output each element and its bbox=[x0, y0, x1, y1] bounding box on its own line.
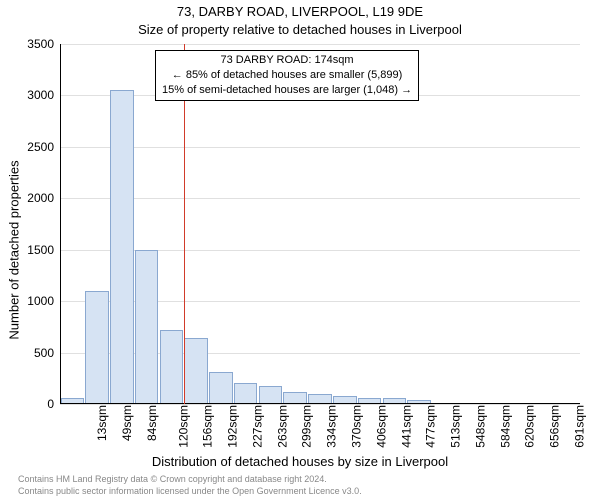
y-tick-label: 3000 bbox=[14, 88, 54, 102]
x-tick-label: 49sqm bbox=[120, 405, 134, 441]
y-tick-label: 0 bbox=[14, 397, 54, 411]
plot-area: 050010001500200025003000350013sqm49sqm84… bbox=[60, 44, 580, 404]
histogram-bar bbox=[259, 386, 283, 405]
y-tick-label: 3500 bbox=[14, 37, 54, 51]
credit-line-1: Contains HM Land Registry data © Crown c… bbox=[18, 474, 362, 486]
x-tick-label: 334sqm bbox=[325, 405, 339, 448]
annotation-line-3: 15% of semi-detached houses are larger (… bbox=[162, 83, 412, 98]
annotation-line-1: 73 DARBY ROAD: 174sqm bbox=[162, 53, 412, 68]
x-axis-label: Distribution of detached houses by size … bbox=[0, 454, 600, 469]
histogram-bar bbox=[184, 338, 208, 404]
chart-title: 73, DARBY ROAD, LIVERPOOL, L19 9DE bbox=[0, 4, 600, 19]
plot-inner: 050010001500200025003000350013sqm49sqm84… bbox=[60, 44, 580, 404]
histogram-bar bbox=[135, 250, 159, 404]
x-tick-label: 263sqm bbox=[275, 405, 289, 448]
x-tick-label: 299sqm bbox=[300, 405, 314, 448]
y-tick-label: 2500 bbox=[14, 140, 54, 154]
x-tick-label: 620sqm bbox=[523, 405, 537, 448]
x-tick-label: 84sqm bbox=[145, 405, 159, 441]
x-tick-label: 477sqm bbox=[424, 405, 438, 448]
x-tick-label: 656sqm bbox=[548, 405, 562, 448]
gridline bbox=[60, 44, 580, 45]
x-tick-label: 441sqm bbox=[399, 405, 413, 448]
x-tick-label: 691sqm bbox=[573, 405, 587, 448]
annotation-box: 73 DARBY ROAD: 174sqm← 85% of detached h… bbox=[155, 50, 419, 101]
histogram-bar bbox=[209, 372, 233, 404]
chart-subtitle: Size of property relative to detached ho… bbox=[0, 22, 600, 37]
x-axis-line bbox=[60, 403, 580, 404]
x-tick-label: 156sqm bbox=[201, 405, 215, 448]
histogram-bar bbox=[234, 383, 258, 404]
x-tick-label: 13sqm bbox=[95, 405, 109, 441]
histogram-bar bbox=[160, 330, 184, 404]
credits: Contains HM Land Registry data © Crown c… bbox=[18, 474, 362, 497]
y-tick-label: 2000 bbox=[14, 191, 54, 205]
chart-container: 73, DARBY ROAD, LIVERPOOL, L19 9DE Size … bbox=[0, 0, 600, 500]
y-tick-label: 1500 bbox=[14, 243, 54, 257]
gridline bbox=[60, 147, 580, 148]
x-tick-label: 406sqm bbox=[374, 405, 388, 448]
x-tick-label: 192sqm bbox=[226, 405, 240, 448]
x-tick-label: 227sqm bbox=[251, 405, 265, 448]
histogram-bar bbox=[110, 90, 134, 404]
x-tick-label: 584sqm bbox=[498, 405, 512, 448]
y-tick-label: 1000 bbox=[14, 294, 54, 308]
gridline bbox=[60, 198, 580, 199]
y-tick-label: 500 bbox=[14, 346, 54, 360]
x-tick-label: 513sqm bbox=[449, 405, 463, 448]
y-axis-line bbox=[60, 44, 61, 404]
annotation-line-2: ← 85% of detached houses are smaller (5,… bbox=[162, 68, 412, 83]
x-tick-label: 120sqm bbox=[176, 405, 190, 448]
histogram-bar bbox=[85, 291, 109, 404]
credit-line-2: Contains public sector information licen… bbox=[18, 486, 362, 498]
x-tick-label: 548sqm bbox=[474, 405, 488, 448]
x-tick-label: 370sqm bbox=[350, 405, 364, 448]
